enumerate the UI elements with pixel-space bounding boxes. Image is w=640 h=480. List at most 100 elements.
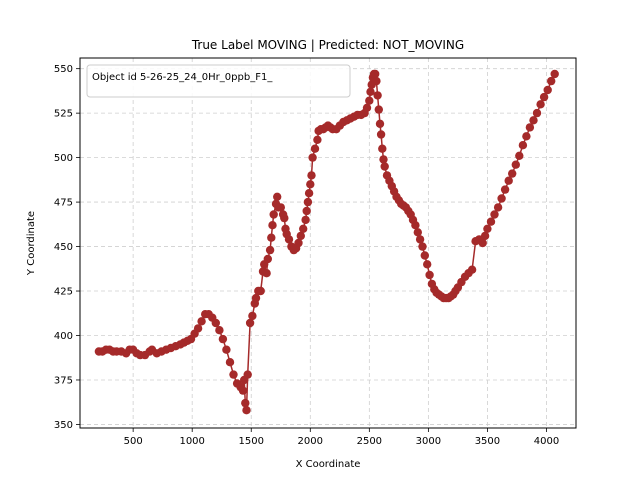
x-tick-label: 2500	[357, 436, 382, 447]
chart-title: True Label MOVING | Predicted: NOT_MOVIN…	[191, 38, 464, 52]
x-tick-label: 3000	[416, 436, 441, 447]
trajectory-point	[547, 76, 556, 86]
y-tick-label: 375	[54, 375, 73, 386]
trajectory-point	[299, 224, 308, 233]
y-tick-label: 450	[54, 242, 73, 253]
trajectory-point	[248, 311, 257, 321]
trajectory-point	[251, 293, 261, 303]
trajectory-point	[313, 135, 322, 144]
y-axis-title: Y Coordinate	[26, 211, 37, 276]
x-tick-label: 1000	[179, 436, 204, 447]
trajectory-point	[420, 251, 429, 260]
y-tick-label: 500	[54, 153, 73, 164]
trajectory-point	[222, 345, 231, 354]
trajectory-point	[379, 155, 388, 164]
trajectory-point	[536, 100, 545, 109]
trajectory-point	[373, 91, 382, 100]
trajectory-point	[497, 194, 506, 203]
trajectory-point	[241, 398, 250, 408]
trajectory-point	[490, 210, 499, 219]
trajectory-point	[245, 318, 255, 328]
trajectory-point	[511, 160, 520, 169]
trajectory-point	[371, 69, 380, 79]
legend: Object id 5-26-25_24_0Hr_0ppb_F1_	[86, 64, 351, 98]
trajectory-point	[425, 270, 434, 280]
legend-entry: Object id 5-26-25_24_0Hr_0ppb_F1_	[92, 72, 273, 83]
trajectory-point	[508, 169, 517, 178]
trajectory-point	[193, 324, 203, 333]
trajectory-point	[375, 119, 385, 128]
y-tick-label: 525	[54, 109, 73, 120]
trajectory-point	[380, 162, 389, 171]
trajectory-point	[366, 87, 375, 97]
trajectory-point	[268, 221, 277, 230]
trajectory-point	[280, 213, 289, 223]
trajectory-point	[306, 180, 315, 189]
trajectory-point	[302, 206, 311, 216]
trajectory-point	[265, 245, 275, 255]
trajectory-point	[273, 192, 282, 201]
trajectory-point	[483, 224, 492, 233]
trajectory-point	[480, 231, 490, 241]
trajectory-point	[215, 326, 224, 335]
trajectory-point	[522, 132, 531, 141]
trajectory-point	[218, 334, 228, 344]
trajectory-point	[267, 233, 276, 242]
trajectory-point	[307, 171, 316, 180]
trajectory-point	[543, 85, 552, 95]
trajectory-point	[467, 265, 477, 274]
trajectory-point	[478, 238, 487, 248]
plot-area	[94, 69, 559, 415]
trajectory-point	[256, 286, 265, 296]
trajectory-point	[304, 189, 314, 198]
trajectory-point	[518, 141, 528, 150]
y-tick-label: 400	[54, 331, 73, 342]
trajectory-point	[362, 103, 372, 113]
trajectory-point	[515, 151, 524, 160]
trajectory-point	[294, 238, 303, 248]
trajectory-point	[301, 215, 310, 225]
trajectory-point	[365, 96, 374, 105]
x-axis-ticks: 500 1000 1500 2000 2500 3000 3500 4000	[124, 428, 559, 447]
trajectory-point	[238, 386, 248, 395]
x-axis-title: X Coordinate	[296, 459, 361, 470]
x-tick-label: 4000	[534, 436, 559, 447]
trajectory-point	[243, 370, 252, 379]
trajectory-point	[423, 260, 432, 269]
y-tick-label: 425	[54, 287, 73, 298]
trajectory-point	[532, 108, 542, 118]
trajectory-point	[418, 242, 427, 251]
y-tick-label: 350	[54, 420, 73, 431]
trajectory-point	[493, 203, 503, 212]
trajectory-point	[378, 144, 387, 153]
x-tick-label: 500	[124, 436, 143, 447]
trajectory-point	[229, 370, 238, 379]
x-tick-label: 2000	[298, 436, 323, 447]
trajectory-point	[550, 69, 559, 79]
trajectory-point	[415, 235, 425, 244]
trajectory-point	[263, 254, 272, 264]
trajectory-point	[310, 144, 320, 153]
trajectory-point	[372, 76, 381, 86]
trajectory-point	[411, 221, 420, 230]
trajectory-point	[225, 358, 235, 367]
grid	[80, 58, 576, 428]
trajectory-point	[197, 317, 206, 326]
legend-box	[86, 64, 351, 98]
y-axis-ticks: 350 375 400 425 450 475 500 525 550	[54, 64, 80, 431]
trajectory-point	[374, 105, 383, 114]
y-tick-label: 550	[54, 64, 73, 75]
trajectory-point	[504, 176, 513, 185]
trajectory-point	[211, 318, 220, 328]
trajectory-point	[284, 235, 294, 244]
plot-frame	[79, 57, 577, 429]
trajectory-point	[525, 123, 535, 132]
trajectory-point	[296, 231, 305, 241]
y-tick-label: 475	[54, 198, 73, 209]
trajectory-point	[529, 116, 538, 125]
trajectory-point	[276, 203, 285, 212]
trajectory-point	[269, 210, 278, 219]
trajectory-point	[500, 185, 510, 194]
x-tick-label: 3500	[475, 436, 500, 447]
